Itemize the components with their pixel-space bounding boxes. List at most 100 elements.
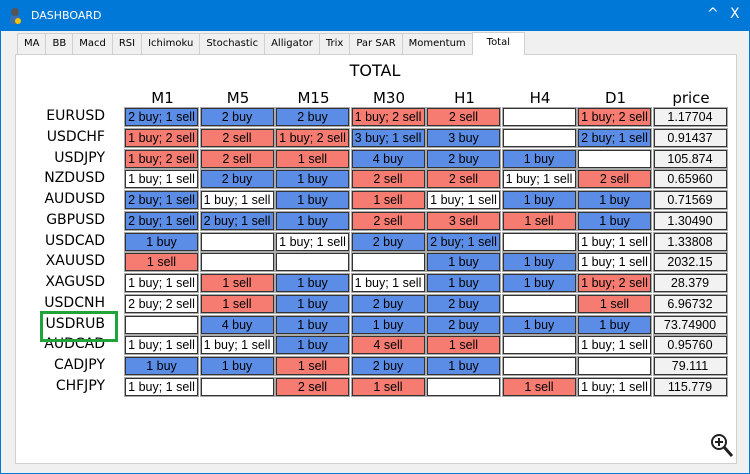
price-cell: 28.379 [653, 274, 727, 292]
price-cell: 1.30490 [653, 211, 727, 230]
price-cell: 1.33808 [653, 232, 727, 251]
signal-cell-m5: 2 sell [200, 128, 274, 147]
signal-cell-m5: 1 buy [200, 357, 274, 375]
signal-cell-m1: 2 buy; 1 sell [125, 211, 198, 230]
signal-cell-d1: 1 buy; 2 sell [578, 108, 651, 126]
signal-cell-m1: 2 buy; 2 sell [125, 294, 198, 313]
signal-cell-d1: 1 buy; 1 sell [578, 232, 651, 251]
symbol-label[interactable]: NZDUSD [44, 170, 105, 187]
signal-cell-d1: 1 buy; 1 sell [578, 336, 651, 355]
price-cell: 79.111 [653, 357, 727, 375]
signal-cell-m30: 4 buy [351, 149, 425, 168]
signal-cell-h4: 1 sell [502, 211, 576, 230]
signal-cell-m30 [351, 253, 425, 272]
column-header-price: price [672, 89, 710, 107]
zoom-in-icon[interactable] [710, 433, 734, 459]
signal-cell-m1 [125, 315, 198, 334]
signal-cell-m30: 1 sell [351, 377, 425, 396]
tab-rsi[interactable]: RSI [111, 33, 143, 54]
symbol-label[interactable]: USDRUB [45, 315, 106, 332]
signal-cell-h1 [427, 377, 500, 396]
signal-cell-m15: 1 sell [276, 357, 349, 375]
tab-trix[interactable]: Trix [318, 33, 351, 54]
price-cell: 0.91437 [653, 128, 727, 147]
signal-cell-h4: 1 buy [502, 253, 576, 272]
symbol-label[interactable]: AUDUSD [44, 191, 105, 207]
tab-par-sar[interactable]: Par SAR [349, 33, 403, 54]
minimize-button[interactable]: ^ [707, 6, 719, 22]
signal-cell-m1: 1 buy; 2 sell [125, 149, 198, 168]
signal-cell-m15: 1 buy [276, 191, 349, 209]
symbol-label[interactable]: USDJPY [54, 149, 105, 166]
signal-cell-m30: 3 buy; 1 sell [351, 128, 425, 147]
column-header-m5: M5 [226, 89, 250, 107]
signal-cell-d1: 2 buy; 1 sell [578, 128, 651, 147]
signal-cell-m15: 1 buy [276, 336, 349, 355]
signal-cell-m5: 1 buy; 1 sell [200, 336, 274, 355]
symbol-label[interactable]: CHFJPY [55, 377, 105, 394]
signal-cell-m1: 1 sell [125, 253, 198, 272]
tab-bb[interactable]: BB [45, 33, 74, 54]
app-icon [10, 8, 21, 24]
signal-cell-m15: 1 sell [276, 149, 349, 168]
signal-cell-h4: 1 buy [502, 315, 576, 334]
signal-cell-h4: 1 sell [502, 377, 576, 396]
signal-cell-m1: 1 buy; 1 sell [125, 274, 198, 292]
close-button[interactable]: X [730, 6, 740, 22]
signal-cell-d1: 1 buy; 2 sell [578, 274, 651, 292]
symbol-label[interactable]: USDCNH [44, 294, 105, 311]
signal-cell-h1: 2 buy [427, 149, 500, 168]
symbol-label[interactable]: USDCAD [44, 232, 105, 249]
signal-cell-h4: 1 buy [502, 191, 576, 209]
signal-cell-d1: 1 buy; 1 sell [578, 253, 651, 272]
signal-cell-m5: 1 sell [200, 294, 274, 313]
column-header-d1: D1 [604, 89, 627, 107]
signal-cell-m1: 2 buy; 1 sell [125, 191, 198, 209]
tab-stochastic[interactable]: Stochastic [199, 33, 266, 54]
window-title: DASHBOARD [31, 9, 102, 22]
tab-alligator[interactable]: Alligator [264, 33, 320, 54]
tab-ma[interactable]: MA [17, 33, 47, 54]
signal-cell-h1: 2 buy [427, 294, 500, 313]
signal-cell-d1: 1 buy [578, 211, 651, 230]
signal-cell-m5 [200, 377, 274, 396]
price-cell: 6.96732 [653, 294, 727, 313]
signal-cell-h1: 2 sell [427, 108, 500, 126]
symbol-label[interactable]: XAUUSD [45, 253, 105, 270]
signal-cell-m15: 1 buy; 2 sell [276, 128, 349, 147]
signal-cell-m1: 1 buy [125, 357, 198, 375]
signal-cell-m15: 2 sell [276, 377, 349, 396]
signal-cell-h4 [502, 336, 576, 355]
signal-cell-h4: 1 buy [502, 274, 576, 292]
symbol-label[interactable]: XAGUSD [45, 274, 105, 290]
tab-total[interactable]: Total [471, 32, 526, 55]
price-cell: 0.65960 [653, 170, 727, 189]
tab-bar: MA BB Macd RSI Ichimoku Stochastic Alligator Tr… [17, 32, 526, 55]
signal-cell-m5: 1 buy; 1 sell [200, 191, 274, 209]
column-header-h4: H4 [529, 89, 551, 107]
symbol-label[interactable]: EURUSD [46, 108, 105, 124]
signal-cell-h4 [502, 128, 576, 147]
tab-macd[interactable]: Macd [72, 33, 113, 54]
signal-cell-m30: 1 sell [351, 191, 425, 209]
signal-cell-m15 [276, 253, 349, 272]
highlight-box [40, 311, 118, 342]
signal-cell-m30: 4 sell [351, 336, 425, 355]
symbol-label[interactable]: GBPUSD [46, 211, 105, 228]
signal-cell-m1: 1 buy; 1 sell [125, 336, 198, 355]
signal-cell-m5: 2 sell [200, 149, 274, 168]
title-bar[interactable]: DASHBOARD ^ X [1, 1, 749, 31]
tab-ichimoku[interactable]: Ichimoku [141, 33, 201, 54]
signal-cell-m1: 2 buy; 1 sell [125, 108, 198, 126]
signal-cell-m5 [200, 253, 274, 272]
signal-cell-m30: 1 buy [351, 315, 425, 334]
tab-momentum[interactable]: Momentum [401, 33, 473, 54]
symbol-label[interactable]: CADJPY [54, 357, 105, 373]
signal-cell-m30: 2 sell [351, 170, 425, 189]
page-title: TOTAL [349, 61, 401, 80]
signal-cell-m15: 1 buy [276, 315, 349, 334]
symbol-label[interactable]: USDCHF [46, 128, 105, 145]
signal-cell-m5: 2 buy [200, 108, 274, 126]
signal-cell-m5: 2 buy; 1 sell [200, 211, 274, 230]
signal-cell-m15: 1 buy [276, 170, 349, 189]
